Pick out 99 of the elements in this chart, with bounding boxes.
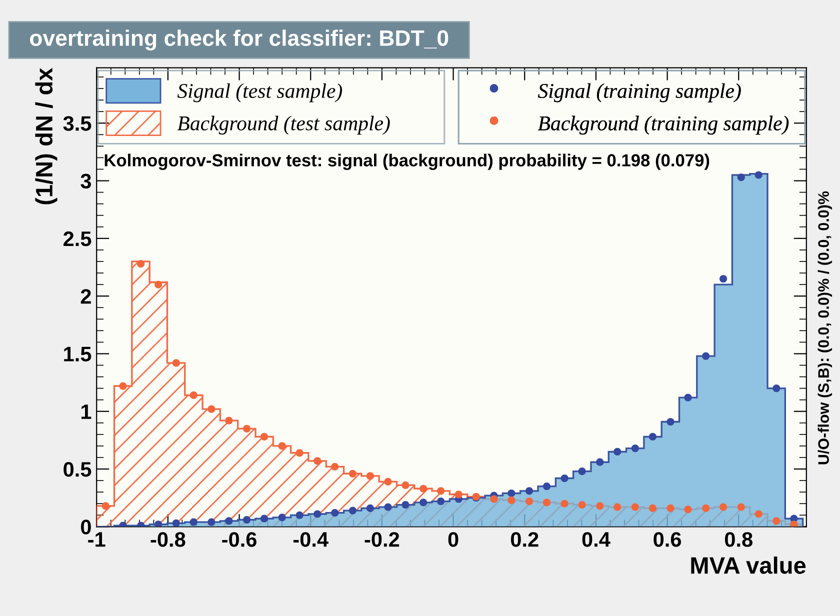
point bbox=[542, 498, 551, 506]
point bbox=[190, 518, 198, 526]
point bbox=[754, 510, 762, 518]
point bbox=[702, 352, 710, 360]
point bbox=[278, 514, 286, 522]
point bbox=[508, 496, 516, 504]
legend-label: Background (training sample) bbox=[538, 116, 789, 135]
point bbox=[384, 503, 392, 511]
point bbox=[296, 511, 304, 519]
point bbox=[508, 489, 516, 498]
point bbox=[614, 448, 622, 456]
point bbox=[525, 487, 534, 495]
y-tick-label: 3.5 bbox=[63, 116, 92, 131]
x-tick-label: 0.8 bbox=[724, 532, 752, 547]
x-axis-title: MVA value bbox=[691, 556, 806, 574]
point bbox=[260, 514, 268, 522]
point bbox=[119, 382, 127, 390]
point bbox=[314, 457, 322, 465]
point bbox=[631, 503, 639, 511]
point bbox=[454, 490, 462, 498]
point bbox=[542, 482, 551, 490]
point bbox=[436, 487, 445, 495]
point bbox=[278, 442, 286, 450]
x-tick-label: -1 bbox=[88, 532, 106, 547]
point bbox=[348, 470, 356, 478]
point bbox=[560, 474, 568, 482]
point bbox=[754, 171, 762, 179]
point bbox=[420, 484, 428, 492]
point bbox=[331, 509, 339, 517]
point bbox=[402, 500, 410, 509]
x-tick-label: -0.4 bbox=[293, 532, 328, 547]
point bbox=[154, 280, 162, 288]
x-tick-label: -0.2 bbox=[364, 532, 400, 547]
y-tick-label: 1 bbox=[81, 404, 92, 419]
point bbox=[436, 498, 445, 506]
point bbox=[684, 506, 692, 514]
point bbox=[666, 418, 674, 426]
point bbox=[242, 424, 251, 432]
point bbox=[348, 506, 356, 514]
point bbox=[614, 503, 622, 511]
point bbox=[102, 502, 110, 510]
point bbox=[154, 520, 162, 527]
annotation: Kolmogorov-Smirnov test: signal (background) probability = 0.198 (0.079) bbox=[104, 154, 710, 170]
point bbox=[702, 504, 710, 512]
point bbox=[772, 517, 780, 525]
x-tick-label: 0 bbox=[448, 532, 458, 547]
text: U/O-flow (S,B): (0.0, 0.0)% / (0.0, 0.0)% bbox=[818, 191, 832, 464]
point bbox=[208, 518, 216, 526]
point bbox=[366, 504, 374, 512]
point bbox=[648, 504, 656, 512]
point bbox=[596, 458, 604, 466]
point bbox=[172, 359, 180, 367]
point bbox=[525, 498, 534, 506]
point bbox=[560, 500, 568, 508]
y-tick-label: 0 bbox=[80, 520, 91, 534]
point bbox=[420, 498, 428, 506]
point bbox=[260, 432, 268, 441]
point bbox=[719, 274, 728, 283]
point bbox=[208, 405, 216, 413]
y-tick-label: 2.5 bbox=[64, 231, 92, 246]
y-axis-title: (1/N) dN / dx bbox=[35, 68, 58, 204]
point bbox=[225, 416, 233, 424]
point bbox=[666, 504, 674, 512]
x-tick-label: -0.8 bbox=[150, 532, 186, 547]
legend-label: Background (test sample) bbox=[177, 116, 390, 135]
x-tick-label: 0.6 bbox=[654, 532, 682, 547]
point bbox=[190, 391, 198, 400]
point bbox=[719, 503, 728, 511]
x-tick-label: 0.4 bbox=[582, 532, 610, 547]
point bbox=[648, 432, 656, 441]
point bbox=[578, 468, 586, 476]
point bbox=[331, 462, 339, 471]
legend-label: Signal (test sample) bbox=[177, 83, 342, 102]
y-tick-label: 3 bbox=[80, 174, 91, 189]
point bbox=[631, 444, 639, 452]
point bbox=[490, 495, 498, 503]
point bbox=[684, 394, 692, 402]
point bbox=[402, 481, 410, 489]
point bbox=[366, 472, 374, 480]
y-tick-label: 0.5 bbox=[64, 462, 92, 477]
x-tick-label: -0.6 bbox=[222, 532, 256, 547]
point bbox=[384, 478, 392, 486]
point bbox=[790, 520, 798, 527]
point bbox=[296, 449, 304, 457]
point bbox=[737, 503, 745, 511]
y-tick-label: 2 bbox=[80, 289, 91, 304]
point bbox=[225, 517, 233, 525]
point bbox=[172, 519, 180, 527]
point bbox=[314, 510, 322, 518]
x-tick-label: 0.2 bbox=[510, 532, 538, 547]
point bbox=[578, 500, 586, 509]
point bbox=[137, 260, 145, 268]
point bbox=[772, 384, 780, 392]
y-tick-label: 1.5 bbox=[64, 346, 92, 362]
point bbox=[596, 502, 604, 510]
point bbox=[242, 516, 251, 524]
chart-title: overtraining check for classifier: BDT_0 bbox=[30, 30, 448, 50]
legend-label: Signal (training sample) bbox=[538, 83, 741, 102]
point bbox=[737, 174, 745, 182]
